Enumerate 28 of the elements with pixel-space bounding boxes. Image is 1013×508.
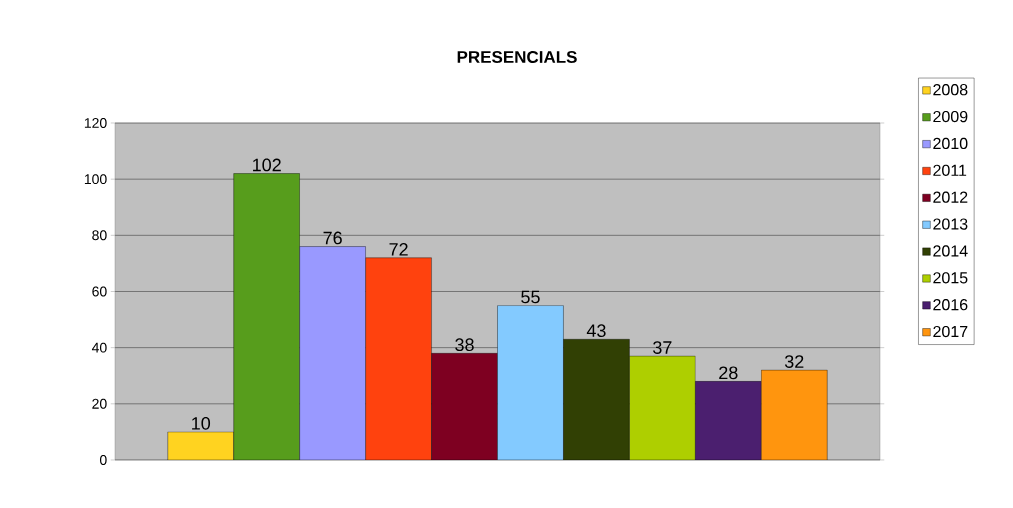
legend-label: 2014	[933, 245, 968, 257]
legend-label: 2016	[933, 299, 968, 311]
legend-label: 2012	[933, 191, 968, 203]
data-label: 55	[521, 290, 540, 304]
legend-label: 2017	[933, 325, 968, 338]
y-tick-label: 120	[84, 118, 107, 128]
legend-label: 2008	[933, 84, 968, 96]
data-label: 28	[719, 366, 738, 380]
y-tick-label: 40	[91, 342, 107, 353]
y-tick-label: 20	[92, 398, 107, 409]
legend-label: 2009	[933, 110, 968, 123]
legend-label: 2010	[933, 137, 968, 150]
legend-label: 2013	[933, 218, 968, 230]
data-label: 76	[323, 231, 342, 245]
legend-label: 2011	[933, 164, 967, 176]
data-label: 37	[653, 341, 672, 354]
data-label: 10	[192, 416, 211, 430]
y-tick-label: 60	[92, 286, 107, 297]
y-tick-label: 100	[84, 174, 107, 185]
data-label: 102	[253, 158, 281, 172]
chart-title: PRESENCIALS	[457, 50, 577, 64]
y-tick-label: 80	[92, 230, 107, 241]
y-tick-label: 0	[99, 455, 107, 465]
data-label: 43	[586, 324, 606, 338]
data-label: 32	[784, 355, 804, 368]
legend-label: 2015	[933, 272, 968, 284]
data-label: 72	[389, 243, 408, 256]
data-label: 38	[455, 338, 474, 352]
